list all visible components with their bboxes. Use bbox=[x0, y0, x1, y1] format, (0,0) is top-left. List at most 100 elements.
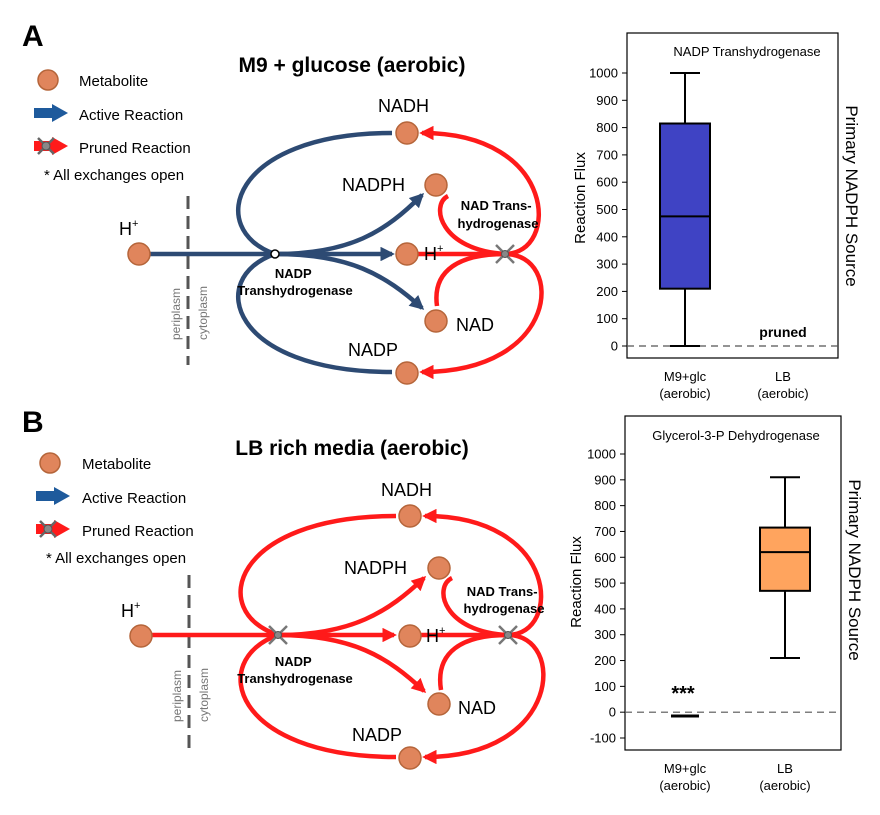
panel-title: LB rich media (aerobic) bbox=[235, 437, 468, 460]
y-tick-label: 1000 bbox=[587, 447, 616, 462]
pruned-center-to-nadh bbox=[422, 508, 544, 638]
pruned-center-to-nadp bbox=[238, 632, 397, 760]
legend-active-label: Active Reaction bbox=[79, 107, 183, 124]
legend-metabolite-icon bbox=[39, 452, 61, 474]
legend-pruned-arrow-icon bbox=[36, 520, 70, 538]
pruned-center-to-nad bbox=[277, 632, 427, 693]
y-tick-label: 0 bbox=[609, 705, 616, 720]
nad-transhydrogenase-x-icon bbox=[495, 244, 515, 264]
label-nad-transhydrogenase: NAD Trans- hydrogenase bbox=[458, 198, 539, 231]
pruned-nad-to-center bbox=[437, 632, 509, 691]
label-nadph: NADPH bbox=[344, 558, 407, 578]
y-tick-label: 400 bbox=[596, 229, 618, 244]
metabolite-h-periplasm bbox=[129, 624, 153, 648]
legend-active-arrow-icon bbox=[34, 104, 68, 122]
y-tick-label: 200 bbox=[594, 653, 616, 668]
legend-note: * All exchanges open bbox=[44, 167, 184, 184]
x-categories: M9+glc (aerobic) LB (aerobic) bbox=[659, 761, 810, 793]
pruned-nadph-to-center bbox=[437, 193, 506, 257]
panel-letter: A bbox=[22, 20, 44, 53]
panel-a: A M9 + glucose (aerobic) Metabolite Acti… bbox=[22, 20, 861, 401]
chart-title: NADP Transhydrogenase bbox=[673, 44, 820, 59]
y-tick-label: 300 bbox=[594, 627, 616, 642]
pruned-reactions-left bbox=[152, 513, 427, 760]
nadp-transhydrogenase-node bbox=[270, 249, 280, 259]
y-tick-label: 100 bbox=[594, 679, 616, 694]
pruned-reactions bbox=[418, 125, 544, 380]
y-tick-label: 500 bbox=[596, 202, 618, 217]
y-tick-label: 800 bbox=[596, 120, 618, 135]
y-tick-label: 200 bbox=[596, 284, 618, 299]
chart-b: Glycerol-3-P Dehydrogenase Reaction Flux… bbox=[568, 415, 864, 793]
reaction-center-to-nadp bbox=[236, 251, 393, 375]
label-h-right: H+ bbox=[426, 625, 445, 646]
metabolite-nadp bbox=[395, 361, 419, 385]
box-iqr bbox=[759, 526, 811, 592]
label-nadp: NADP bbox=[348, 340, 398, 360]
label-nadph: NADPH bbox=[342, 175, 405, 195]
y-tick-label: 700 bbox=[596, 147, 618, 162]
y-tick-label: 400 bbox=[594, 601, 616, 616]
label-nadp: NADP bbox=[352, 725, 402, 745]
metabolite-h-periplasm bbox=[127, 242, 151, 266]
y-tick-label: 600 bbox=[594, 550, 616, 565]
y-tick-label: 600 bbox=[596, 175, 618, 190]
y-tick-label: 700 bbox=[594, 524, 616, 539]
y-tick-label: 800 bbox=[594, 498, 616, 513]
pruned-nad-to-center bbox=[434, 251, 506, 307]
x-category-label: LB (aerobic) bbox=[757, 369, 808, 401]
panel-title: M9 + glucose (aerobic) bbox=[239, 54, 466, 77]
legend-pruned-label: Pruned Reaction bbox=[79, 140, 191, 157]
pruned-center-to-nadp bbox=[422, 632, 546, 765]
side-label: Primary NADPH Source bbox=[845, 479, 864, 660]
chart-title: Glycerol-3-P Dehydrogenase bbox=[652, 428, 819, 443]
panel-letter: B bbox=[22, 406, 44, 439]
label-nadh: NADH bbox=[378, 96, 429, 116]
reaction-nadh-to-center bbox=[236, 130, 393, 257]
legend: Metabolite Active Reaction Pruned Reacti… bbox=[36, 452, 194, 567]
periplasm-label: periplasm bbox=[170, 670, 184, 722]
legend-active-arrow-icon bbox=[36, 487, 70, 505]
metabolites bbox=[129, 504, 451, 770]
label-nadp-transhydrogenase: NADP Transhydrogenase bbox=[237, 654, 353, 686]
pruned-nadh-to-center bbox=[238, 513, 397, 638]
x-category-label: LB (aerobic) bbox=[759, 761, 810, 793]
metabolite-nad bbox=[424, 309, 448, 333]
legend-active-label: Active Reaction bbox=[82, 490, 186, 507]
plot-area: pruned bbox=[627, 72, 838, 347]
label-nad: NAD bbox=[458, 698, 496, 718]
chart-annotation: *** bbox=[671, 683, 695, 705]
x-category-label: M9+glc (aerobic) bbox=[659, 369, 710, 401]
side-label: Primary NADPH Source bbox=[842, 105, 861, 286]
y-tick-label: 500 bbox=[594, 576, 616, 591]
pruned-nadph-to-center bbox=[441, 575, 509, 638]
metabolite-h-cytoplasm bbox=[398, 624, 422, 648]
y-ticks: 0 100 200 300 400 500 600 700 800 900 1000 bbox=[589, 66, 627, 354]
label-h-right: H+ bbox=[424, 243, 443, 264]
label-nad: NAD bbox=[456, 315, 494, 335]
pruned-reactions-right bbox=[421, 508, 546, 765]
nadp-transhydrogenase-x-icon bbox=[268, 625, 288, 645]
pruned-center-to-nadh bbox=[419, 125, 542, 257]
metabolite-nadp bbox=[398, 746, 422, 770]
metabolite-nadh bbox=[398, 504, 422, 528]
y-tick-label: 0 bbox=[611, 339, 618, 354]
label-nad-transhydrogenase: NAD Trans- hydrogenase bbox=[464, 584, 545, 616]
y-axis-label: Reaction Flux bbox=[572, 152, 589, 244]
metabolite-nadph bbox=[424, 173, 448, 197]
reaction-center-to-nad bbox=[274, 251, 425, 310]
label-h-left: H+ bbox=[119, 218, 138, 239]
metabolites bbox=[127, 121, 448, 385]
chart-annotation: pruned bbox=[759, 324, 806, 340]
legend-note: * All exchanges open bbox=[46, 550, 186, 567]
label-nadh: NADH bbox=[381, 480, 432, 500]
cytoplasm-label: cytoplasm bbox=[197, 668, 211, 722]
legend-pruned-arrow-icon bbox=[34, 137, 68, 155]
legend: Metabolite Active Reaction Pruned Reacti… bbox=[34, 69, 191, 184]
y-axis-label: Reaction Flux bbox=[568, 536, 585, 628]
label-nadp-transhydrogenase: NADP Transhydrogenase bbox=[237, 266, 353, 298]
y-tick-label: 300 bbox=[596, 257, 618, 272]
y-ticks: -100 0 100 200 300 400 500 600 700 800 900 1000 bbox=[587, 447, 625, 746]
chart-a: NADP Transhydrogenase Reaction Flux Prim… bbox=[572, 32, 861, 401]
